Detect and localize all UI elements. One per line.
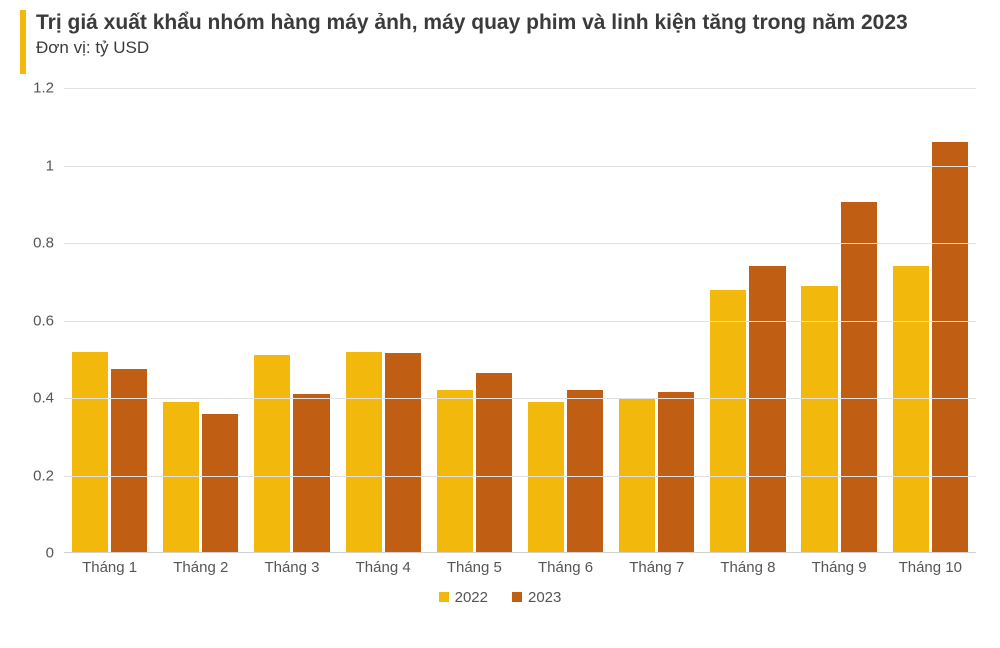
bar — [111, 369, 147, 553]
x-tick-label: Tháng 9 — [798, 555, 880, 583]
legend-label: 2022 — [455, 589, 488, 606]
bar — [528, 402, 564, 553]
x-tick-label: Tháng 10 — [889, 555, 971, 583]
bar-group — [889, 142, 971, 553]
plot-wrap: 00.20.40.60.811.2 Tháng 1Tháng 2Tháng 3T… — [20, 78, 980, 583]
chart-subtitle: Đơn vị: tỷ USD — [36, 38, 908, 58]
legend-item: 2022 — [439, 589, 488, 606]
plot-area — [64, 88, 976, 553]
x-tick-label: Tháng 2 — [160, 555, 242, 583]
legend-label: 2023 — [528, 589, 561, 606]
x-tick-label: Tháng 8 — [707, 555, 789, 583]
grid-line — [64, 88, 976, 89]
legend: 2022 2023 — [20, 585, 980, 609]
bar — [202, 414, 238, 554]
bar — [385, 353, 421, 553]
legend-swatch — [439, 592, 449, 602]
bar-group — [616, 392, 698, 553]
bar — [437, 390, 473, 553]
bar — [346, 352, 382, 554]
legend-swatch — [512, 592, 522, 602]
bar-group — [342, 352, 424, 554]
y-tick-label: 0.2 — [33, 467, 54, 484]
y-tick-label: 1 — [46, 157, 54, 174]
x-tick-label: Tháng 5 — [433, 555, 515, 583]
grid-line — [64, 243, 976, 244]
bar — [293, 394, 329, 553]
legend-item: 2023 — [512, 589, 561, 606]
grid-line — [64, 398, 976, 399]
chart-container: Trị giá xuất khẩu nhóm hàng máy ảnh, máy… — [0, 0, 1000, 648]
chart-title: Trị giá xuất khẩu nhóm hàng máy ảnh, máy… — [36, 10, 908, 36]
bar — [710, 290, 746, 554]
bar-group — [251, 355, 333, 553]
bar — [932, 142, 968, 553]
bar — [163, 402, 199, 553]
y-tick-label: 0 — [46, 545, 54, 562]
y-tick-label: 0.8 — [33, 235, 54, 252]
bar — [567, 390, 603, 553]
title-accent-bar — [20, 10, 26, 74]
y-tick-label: 0.4 — [33, 390, 54, 407]
x-axis-line — [64, 552, 976, 553]
x-tick-label: Tháng 7 — [616, 555, 698, 583]
bar-group — [69, 352, 151, 554]
x-axis-labels: Tháng 1 Tháng 2 Tháng 3 Tháng 4 Tháng 5 Tháng… — [64, 555, 976, 583]
bar — [658, 392, 694, 553]
bar — [254, 355, 290, 553]
bar-group — [433, 373, 515, 553]
bar — [801, 286, 837, 553]
title-block: Trị giá xuất khẩu nhóm hàng máy ảnh, máy… — [20, 10, 980, 74]
grid-line — [64, 476, 976, 477]
y-axis: 0 0.2 0.4 0.6 0.8 1 1.2 — [20, 78, 60, 583]
x-tick-label: Tháng 6 — [524, 555, 606, 583]
bar — [893, 266, 929, 553]
bar-group — [707, 266, 789, 553]
y-tick-label: 1.2 — [33, 80, 54, 97]
bar — [72, 352, 108, 554]
bar-group — [160, 402, 242, 553]
x-tick-label: Tháng 4 — [342, 555, 424, 583]
bar — [476, 373, 512, 553]
bar — [841, 202, 877, 553]
grid-line — [64, 321, 976, 322]
bar-group — [524, 390, 606, 553]
bar — [749, 266, 785, 553]
y-tick-label: 0.6 — [33, 312, 54, 329]
x-tick-label: Tháng 1 — [69, 555, 151, 583]
title-text-wrap: Trị giá xuất khẩu nhóm hàng máy ảnh, máy… — [36, 10, 908, 58]
x-tick-label: Tháng 3 — [251, 555, 333, 583]
grid-line — [64, 166, 976, 167]
bar-group — [798, 202, 880, 553]
